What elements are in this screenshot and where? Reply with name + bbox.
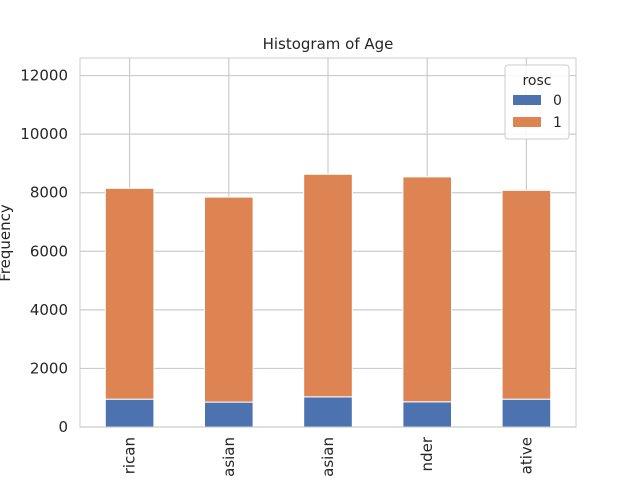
y-tick-label: 10000 <box>20 125 68 143</box>
bar-segment-series-0-1 <box>203 401 254 428</box>
y-tick-label: 4000 <box>30 301 68 319</box>
plot-frame <box>79 57 577 428</box>
bar-segment-series-1-2 <box>303 173 353 398</box>
x-tick-label: nder <box>418 436 436 471</box>
y-tick-label: 6000 <box>30 242 68 260</box>
x-tick-label: ative <box>517 437 535 474</box>
x-tick-labels: rican asian asian nder ative <box>121 436 536 477</box>
legend-label-0: 0 <box>553 93 562 109</box>
legend-swatch-0 <box>513 95 541 105</box>
x-tick-label: asian <box>319 437 337 477</box>
bar-stack-group <box>104 173 552 428</box>
bar-segment-series-1-3 <box>402 176 453 403</box>
x-tick-label: asian <box>220 437 238 477</box>
bar-segment-series-0-4 <box>501 398 552 428</box>
bar-segment-series-1-0 <box>104 187 155 400</box>
y-tick-label: 2000 <box>30 359 68 377</box>
bar-segment-series-1-1 <box>203 196 254 403</box>
y-tick-label: 12000 <box>20 67 68 85</box>
y-tick-label: 8000 <box>30 184 68 202</box>
y-axis-label: Frequency <box>0 204 14 282</box>
y-tick-labels: 0 2000 4000 6000 8000 10000 12000 <box>20 67 68 436</box>
legend-title: rosc <box>522 73 551 89</box>
legend-swatch-1 <box>513 117 541 127</box>
x-tick-label: rican <box>121 437 139 474</box>
y-tick-label: 0 <box>58 418 68 436</box>
bar-segment-series-0-2 <box>303 396 353 428</box>
chart-title: Histogram of Age <box>263 35 394 53</box>
legend-label-1: 1 <box>553 115 562 131</box>
bar-segment-series-1-4 <box>501 189 552 400</box>
bar-segment-series-0-0 <box>104 398 155 428</box>
bar-segment-series-0-3 <box>402 401 453 428</box>
